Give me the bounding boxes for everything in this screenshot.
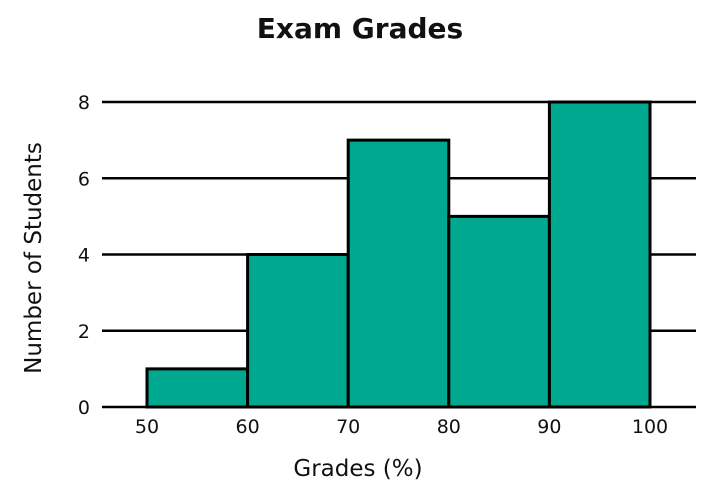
y-axis-label: Number of Students xyxy=(21,142,47,374)
x-axis-label: Grades (%) xyxy=(293,456,422,482)
y-tick-label: 6 xyxy=(78,168,90,190)
x-tick-labels: 50 60 70 80 90 100 xyxy=(135,416,668,438)
y-tick-label: 2 xyxy=(78,321,90,343)
bar-70-80 xyxy=(346,138,451,409)
x-tick-label: 60 xyxy=(236,416,260,438)
bar-60-70 xyxy=(246,253,350,409)
bar-90-100 xyxy=(547,100,652,409)
x-tick-label: 90 xyxy=(537,416,561,438)
y-tick-label: 4 xyxy=(78,245,90,267)
x-tick-label: 50 xyxy=(135,416,159,438)
y-tick-label: 8 xyxy=(78,92,90,114)
x-tick-label: 100 xyxy=(632,416,668,438)
x-tick-label: 80 xyxy=(437,416,461,438)
bar-80-90 xyxy=(447,214,551,409)
y-tick-label: 0 xyxy=(78,397,90,419)
bar-50-60 xyxy=(145,367,250,409)
y-tick-labels: 0 2 4 6 8 xyxy=(78,92,90,419)
bars xyxy=(145,100,652,409)
chart-title: Exam Grades xyxy=(257,12,463,45)
x-tick-label: 70 xyxy=(336,416,360,438)
